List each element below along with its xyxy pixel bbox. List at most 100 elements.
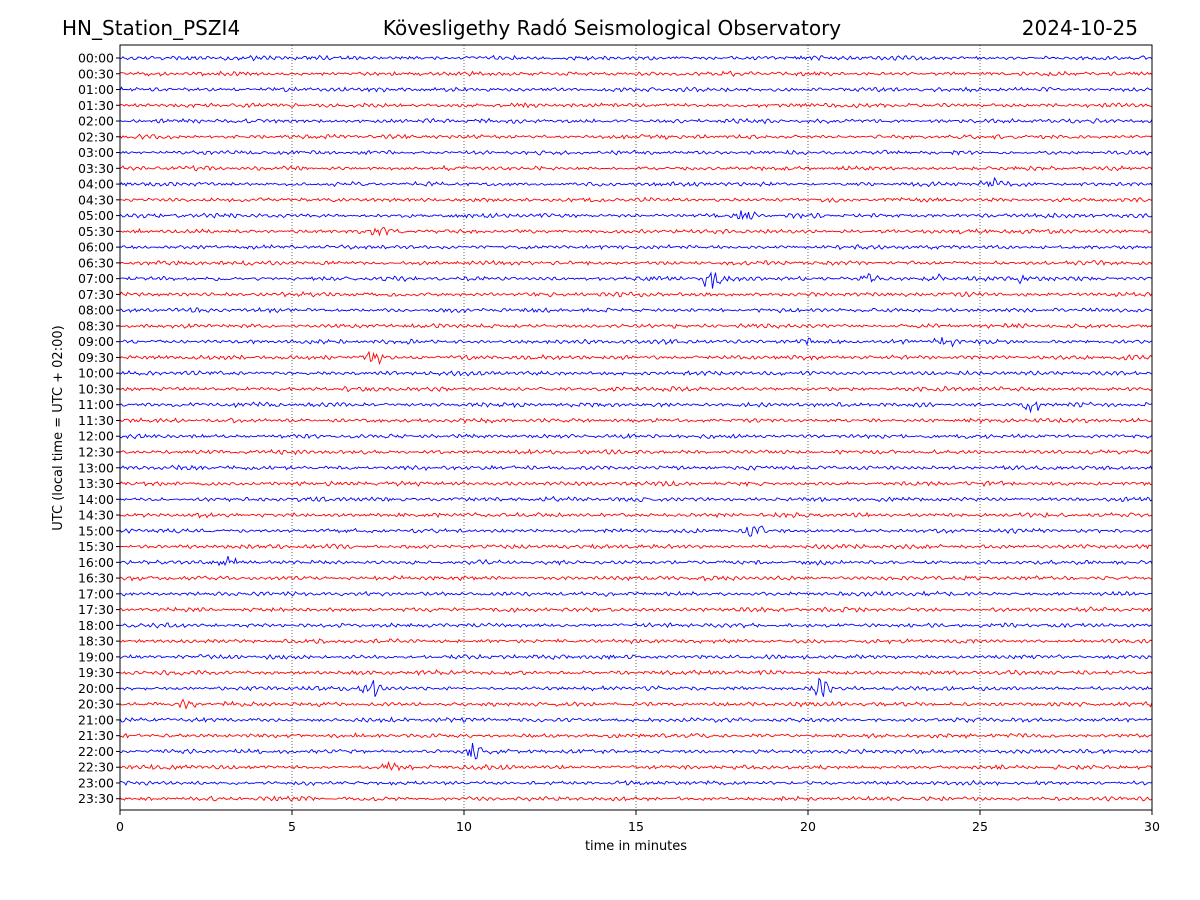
- y-tick-label: 13:00: [78, 460, 114, 475]
- y-tick-label: 06:00: [78, 240, 114, 255]
- y-tick-label: 22:00: [78, 744, 114, 759]
- trace-0130: [119, 102, 1153, 109]
- trace-1930: [119, 669, 1153, 676]
- y-tick-label: 00:30: [78, 66, 114, 81]
- y-tick-label: 10:00: [78, 366, 114, 381]
- x-tick-label: 5: [288, 819, 296, 834]
- seismic-traces: [119, 54, 1153, 802]
- y-tick-label: 16:00: [78, 555, 114, 570]
- y-tick-label: 01:00: [78, 82, 114, 97]
- trace-1430: [119, 511, 1153, 519]
- trace-0400: [119, 176, 1153, 188]
- y-tick-label: 02:00: [78, 114, 114, 129]
- trace-1000: [119, 369, 1153, 377]
- trace-1300: [119, 464, 1153, 471]
- trace-0830: [119, 322, 1153, 329]
- trace-0200: [119, 117, 1153, 125]
- x-axis-label: time in minutes: [585, 839, 687, 854]
- y-tick-label: 18:00: [78, 618, 114, 633]
- trace-0330: [119, 164, 1153, 172]
- y-tick-label: 03:30: [78, 161, 114, 176]
- trace-1530: [119, 543, 1153, 550]
- trace-2230: [119, 760, 1153, 772]
- trace-0000: [119, 54, 1153, 62]
- trace-2100: [119, 716, 1153, 724]
- y-tick-label: 12:00: [78, 429, 114, 444]
- trace-0230: [119, 133, 1153, 140]
- y-tick-label: 18:30: [78, 634, 114, 649]
- trace-2030: [119, 698, 1153, 710]
- trace-0730: [119, 290, 1153, 298]
- trace-2000: [119, 677, 1153, 697]
- trace-2200: [119, 742, 1153, 760]
- y-tick-label: 16:30: [78, 571, 114, 586]
- y-tick-label: 21:00: [78, 712, 114, 727]
- trace-1330: [119, 480, 1153, 488]
- trace-0800: [119, 306, 1153, 314]
- trace-1630: [119, 574, 1153, 582]
- y-tick-label: 15:30: [78, 539, 114, 554]
- trace-1100: [119, 401, 1153, 414]
- trace-0430: [119, 196, 1153, 204]
- trace-2330: [119, 795, 1153, 802]
- y-tick-label: 04:30: [78, 192, 114, 207]
- y-tick-label: 15:00: [78, 523, 114, 538]
- x-tick-label: 30: [1144, 819, 1160, 834]
- y-tick-label: 05:30: [78, 224, 114, 239]
- trace-0100: [119, 86, 1153, 93]
- y-tick-label: 20:00: [78, 681, 114, 696]
- trace-1400: [119, 495, 1153, 503]
- x-tick-label: 20: [800, 819, 816, 834]
- y-tick-label: 07:00: [78, 271, 114, 286]
- y-tick-label: 11:30: [78, 413, 114, 428]
- station-name: HN_Station_PSZI4: [62, 16, 240, 40]
- x-tick-label: 0: [116, 819, 124, 834]
- y-tick-label: 13:30: [78, 476, 114, 491]
- trace-0600: [119, 244, 1153, 251]
- y-tick-label: 21:30: [78, 728, 114, 743]
- trace-1900: [119, 653, 1153, 660]
- y-tick-label: 17:00: [78, 586, 114, 601]
- y-tick-label: 09:30: [78, 350, 114, 365]
- y-tick-label: 23:00: [78, 775, 114, 790]
- y-tick-label: 08:30: [78, 318, 114, 333]
- y-tick-label: 11:00: [78, 397, 114, 412]
- trace-1030: [119, 385, 1153, 393]
- trace-1700: [119, 590, 1153, 598]
- y-tick-label: 02:30: [78, 129, 114, 144]
- trace-0630: [119, 259, 1153, 266]
- trace-0300: [119, 149, 1153, 156]
- x-axis-ticks: 0 5 10 15 20 25 30: [116, 810, 1160, 834]
- y-tick-label: 00:00: [78, 51, 114, 66]
- y-tick-label: 17:30: [78, 602, 114, 617]
- trace-2130: [119, 732, 1153, 739]
- trace-1230: [119, 448, 1153, 456]
- x-tick-label: 10: [456, 819, 472, 834]
- trace-0500: [119, 210, 1153, 221]
- trace-0700: [119, 271, 1153, 289]
- trace-0900: [119, 337, 1153, 348]
- x-tick-label: 15: [628, 819, 644, 834]
- y-tick-label: 14:30: [78, 508, 114, 523]
- y-axis-ticks: 00:0000:3001:0001:3002:0002:3003:0003:30…: [78, 51, 120, 806]
- y-tick-label: 06:30: [78, 255, 114, 270]
- y-axis-label: UTC (local time = UTC + 02:00): [51, 325, 66, 530]
- trace-1730: [119, 606, 1153, 613]
- trace-0530: [119, 226, 1153, 237]
- y-tick-label: 20:30: [78, 697, 114, 712]
- trace-1800: [119, 622, 1153, 629]
- y-tick-label: 19:00: [78, 649, 114, 664]
- y-tick-label: 12:30: [78, 445, 114, 460]
- y-tick-label: 22:30: [78, 760, 114, 775]
- record-date: 2024-10-25: [1022, 16, 1138, 40]
- trace-1200: [119, 433, 1153, 440]
- y-tick-label: 09:00: [78, 334, 114, 349]
- y-tick-label: 05:00: [78, 208, 114, 223]
- trace-0030: [119, 70, 1153, 77]
- y-tick-label: 10:30: [78, 381, 114, 396]
- trace-1500: [119, 525, 1153, 537]
- x-tick-label: 25: [972, 819, 988, 834]
- y-tick-label: 01:30: [78, 98, 114, 113]
- trace-1130: [119, 417, 1153, 424]
